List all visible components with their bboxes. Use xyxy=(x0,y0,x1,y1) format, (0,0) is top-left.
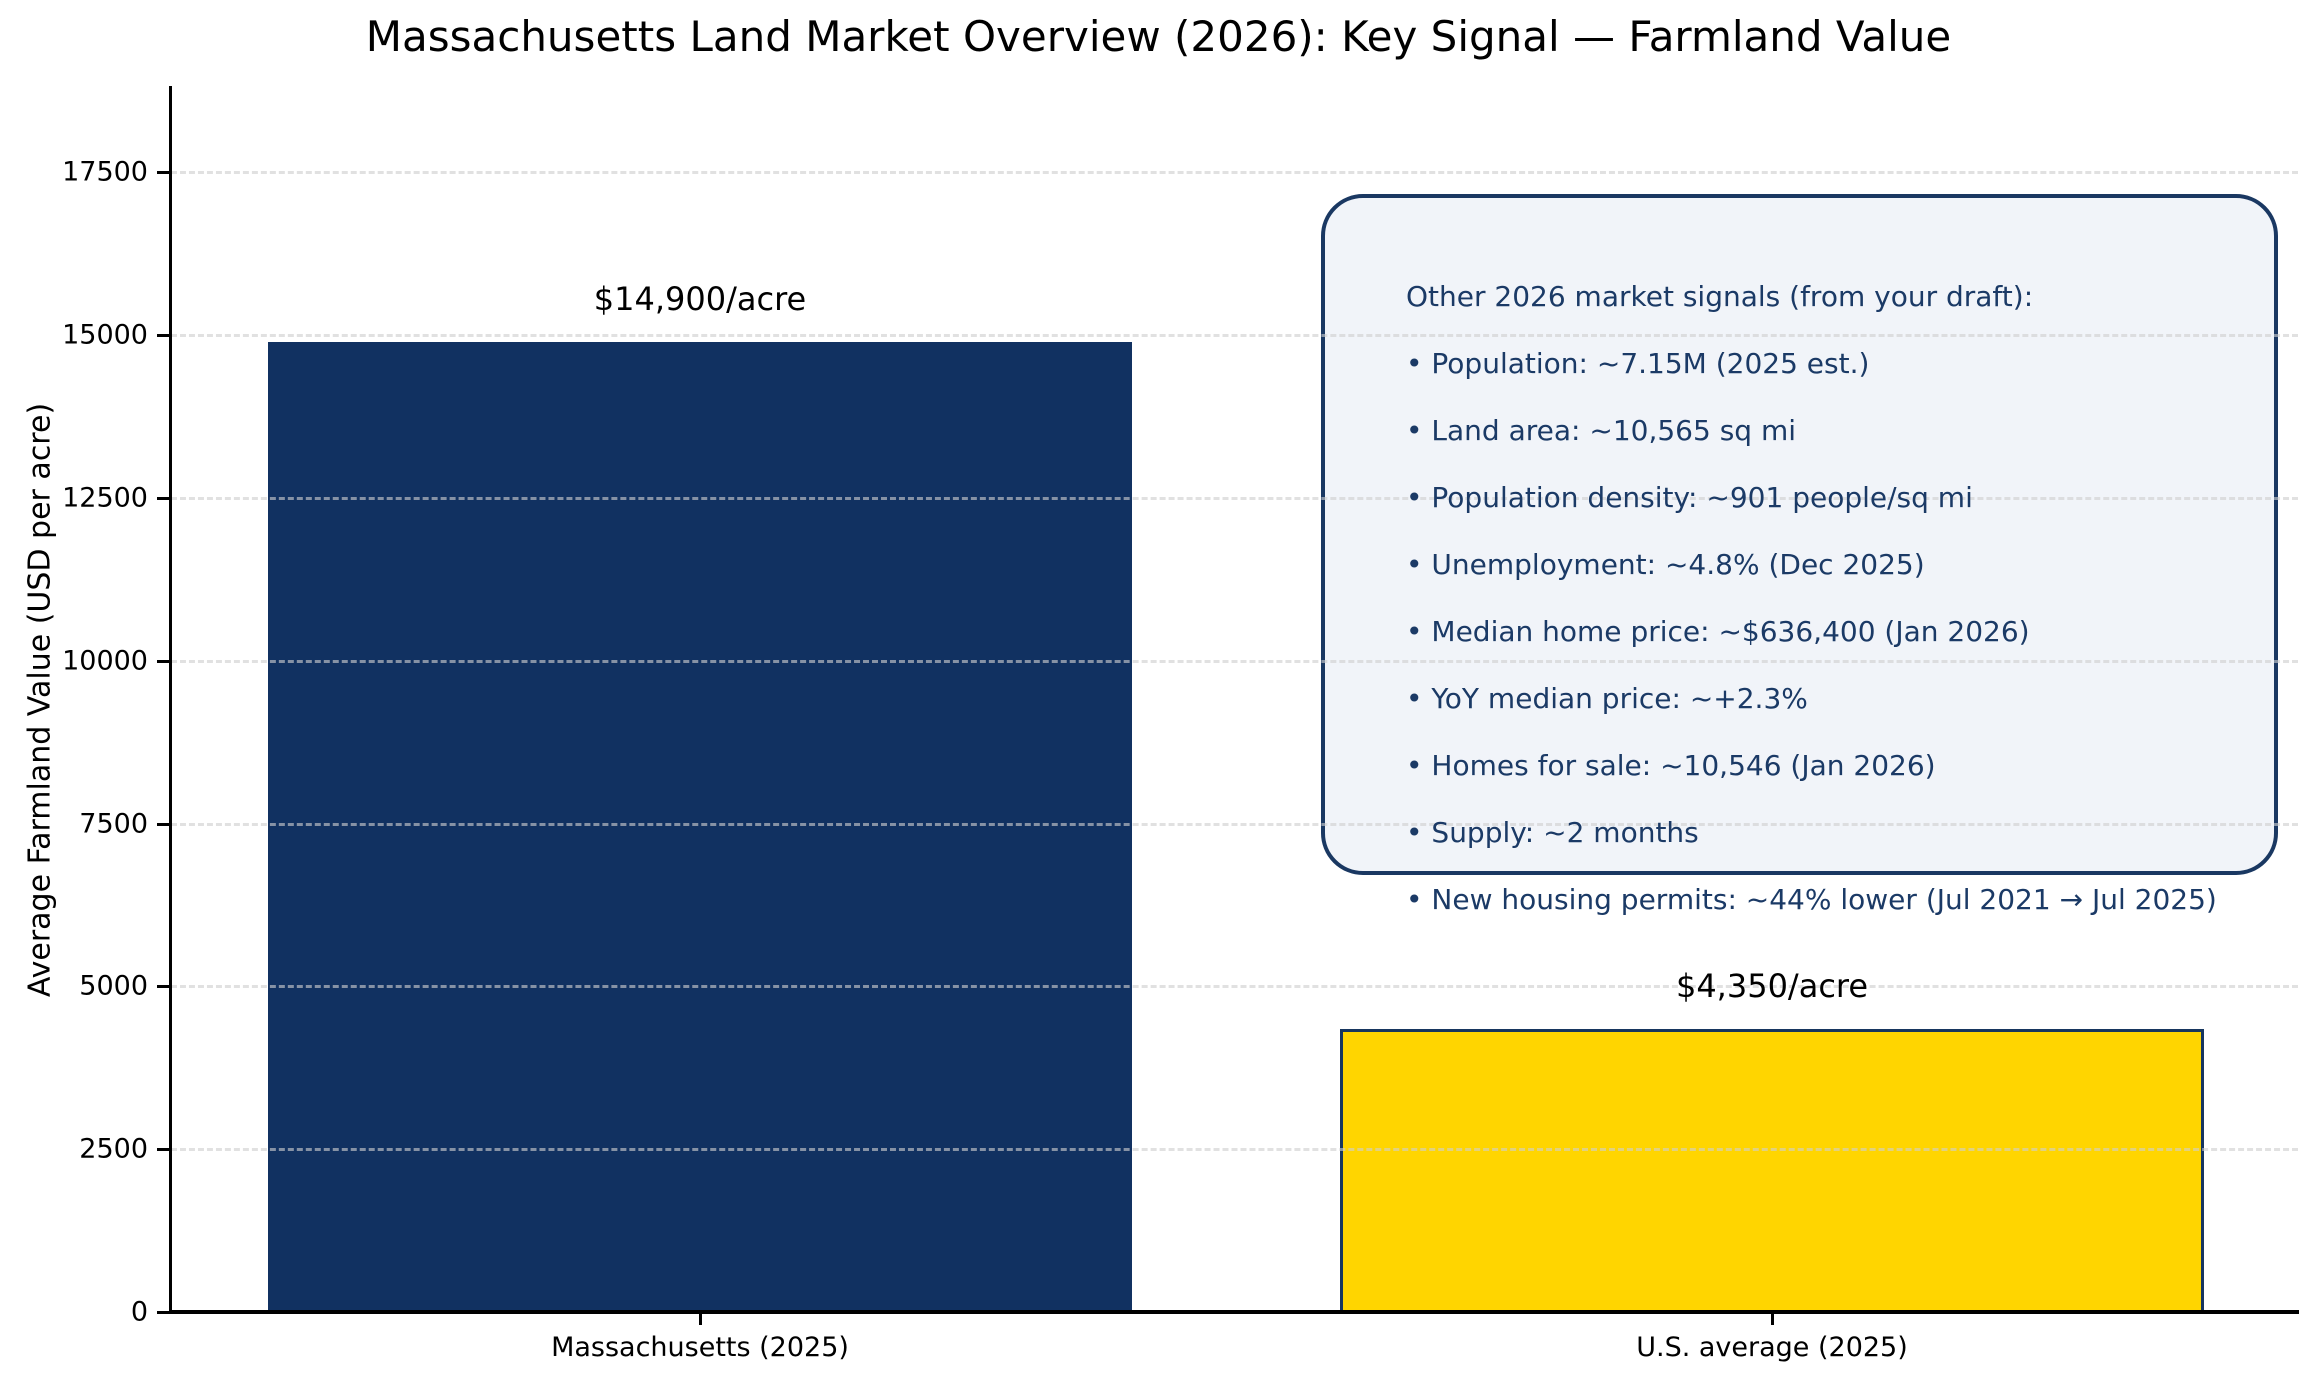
y-tick-label-0: 0 xyxy=(130,1296,148,1328)
x-tick-label-massachusetts-2025: Massachusetts (2025) xyxy=(551,1332,849,1363)
y-tick-mark-7500 xyxy=(157,823,170,826)
gridline-12500 xyxy=(171,497,2298,500)
y-tick-label-5000: 5000 xyxy=(79,970,148,1002)
y-tick-label-7500: 7500 xyxy=(79,808,148,840)
y-tick-label-2500: 2500 xyxy=(79,1133,148,1165)
x-tick-mark-u-s-average-2025 xyxy=(1771,1314,1774,1325)
bar-u-s-average-2025 xyxy=(1340,1029,2204,1312)
gridline-10000 xyxy=(171,660,2298,663)
annotation-bullet-1: • Population: ~7.15M (2025 est.) xyxy=(1406,347,1870,380)
gridline-7500 xyxy=(171,823,2298,826)
y-tick-mark-10000 xyxy=(157,660,170,663)
y-tick-mark-15000 xyxy=(157,334,170,337)
annotation-bullet-9: • New housing permits: ~44% lower (Jul 2… xyxy=(1406,883,2217,916)
bar-massachusetts-2025 xyxy=(268,342,1132,1312)
bar-value-label-u-s-average-2025: $4,350/acre xyxy=(1675,967,1869,1005)
gridline-2500 xyxy=(171,1148,2298,1151)
y-axis-spine xyxy=(169,86,172,1314)
x-tick-label-u-s-average-2025: U.S. average (2025) xyxy=(1636,1332,1908,1363)
gridline-17500 xyxy=(171,171,2298,174)
annotation-bullet-4: • Unemployment: ~4.8% (Dec 2025) xyxy=(1406,548,1925,581)
annotation-text-block: Other 2026 market signals (from your dra… xyxy=(1406,263,2217,933)
annotation-bullet-8: • Supply: ~2 months xyxy=(1406,816,1699,849)
y-tick-label-12500: 12500 xyxy=(62,482,148,514)
y-tick-mark-5000 xyxy=(157,985,170,988)
annotation-bullet-7: • Homes for sale: ~10,546 (Jan 2026) xyxy=(1406,749,1936,782)
chart-title: Massachusetts Land Market Overview (2026… xyxy=(365,12,1952,61)
y-tick-mark-0 xyxy=(157,1311,170,1314)
y-tick-label-10000: 10000 xyxy=(62,645,148,677)
annotation-box xyxy=(1321,194,2278,875)
y-tick-mark-12500 xyxy=(157,497,170,500)
annotation-title: Other 2026 market signals (from your dra… xyxy=(1406,280,2034,313)
y-tick-mark-2500 xyxy=(157,1148,170,1151)
annotation-bullet-3: • Population density: ~901 people/sq mi xyxy=(1406,481,1973,514)
y-tick-label-15000: 15000 xyxy=(62,319,148,351)
gridline-15000 xyxy=(171,334,2298,337)
gridline-5000 xyxy=(171,985,2298,988)
annotation-bullet-5: • Median home price: ~$636,400 (Jan 2026… xyxy=(1406,615,2030,648)
annotation-bullet-2: • Land area: ~10,565 sq mi xyxy=(1406,414,1797,447)
y-tick-mark-17500 xyxy=(157,171,170,174)
x-axis-spine xyxy=(169,1310,2299,1314)
bar-value-label-massachusetts-2025: $14,900/acre xyxy=(593,280,807,318)
x-tick-mark-massachusetts-2025 xyxy=(699,1314,702,1325)
y-tick-label-17500: 17500 xyxy=(62,156,148,188)
annotation-bullet-6: • YoY median price: ~+2.3% xyxy=(1406,682,1808,715)
